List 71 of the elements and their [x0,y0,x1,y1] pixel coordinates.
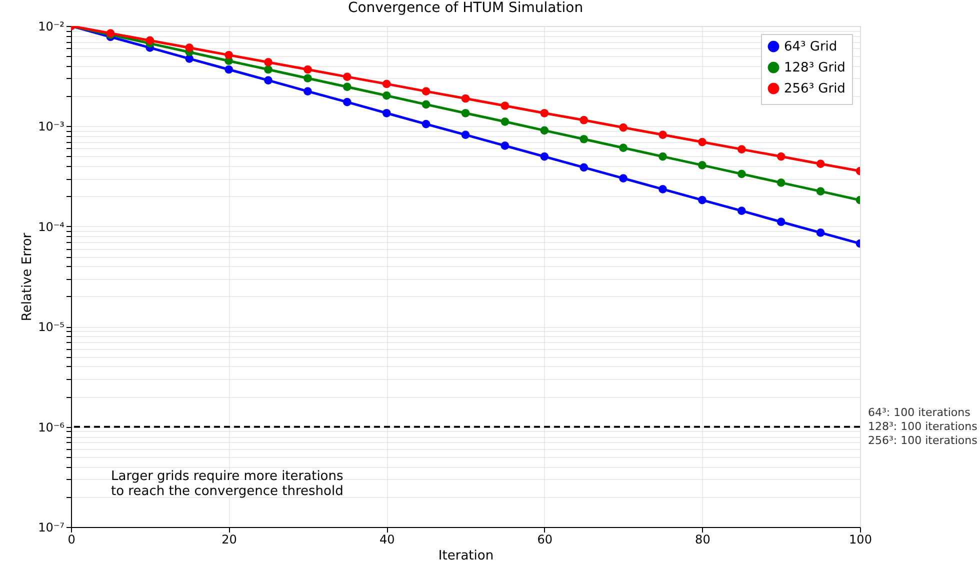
x-tick-label: 80 [695,532,710,546]
legend-label: 64³ Grid [784,40,838,54]
point [146,36,154,45]
point [500,142,510,150]
point [342,72,352,81]
text: 128³: 100 iterations [868,420,978,433]
x-tick-label: 20 [222,532,237,546]
point [776,152,786,161]
point [264,65,272,74]
point [382,80,391,88]
point [342,98,352,106]
point [540,126,549,135]
point [698,138,706,146]
point [422,100,430,109]
point [658,152,667,161]
point [342,82,352,92]
point [619,174,628,182]
point [382,91,391,100]
y-tick-label: 10⁻⁶ [38,420,65,434]
text: 64³: 100 iterations [868,406,971,419]
y-tick-label: 10⁻⁵ [38,320,65,334]
point [776,178,786,187]
point [776,218,786,226]
point [658,185,667,194]
point [500,117,510,126]
point [540,152,549,161]
point [580,163,588,172]
point [224,65,233,74]
x-tick-label: 40 [379,532,395,546]
y-tick-label: 10⁻³ [38,120,65,134]
chart-title: Convergence of HTUM Simulation [348,0,584,16]
point [658,130,667,139]
point [580,134,588,144]
point [422,87,430,96]
point [619,123,628,132]
y-axis-title: Relative Error [20,232,36,322]
point [737,206,746,216]
legend-label: 128³ Grid [784,60,846,76]
point [461,130,470,139]
point [304,65,312,74]
point [737,145,746,154]
y-tick-label: 10⁻² [38,20,65,34]
point [816,160,825,168]
point [224,50,233,60]
point [422,120,430,128]
point [540,108,549,118]
point [698,196,706,204]
point [461,108,470,118]
point [264,58,272,66]
y-tick-label: 10⁻⁴ [38,220,65,234]
point [619,144,628,152]
point [500,102,510,110]
x-tick-label: 100 [849,532,872,546]
point [264,76,272,84]
x-axis-title: Iteration [438,548,494,564]
point [304,87,312,96]
point [816,187,825,196]
point [698,161,706,170]
point [382,108,391,118]
point [580,116,588,124]
text: 256³: 100 iterations [868,434,978,447]
x-tick-label: 0 [68,532,76,546]
point [737,170,746,178]
y-tick-label: 10⁻⁷ [38,520,65,534]
point [304,74,312,82]
point [816,228,825,237]
legend-label: 256³ Grid [784,82,846,96]
point [185,44,194,52]
x-tick-label: 60 [537,532,553,546]
annotation: Larger grids require more iterations to reach the convergence threshold [111,469,344,499]
point [461,94,470,103]
